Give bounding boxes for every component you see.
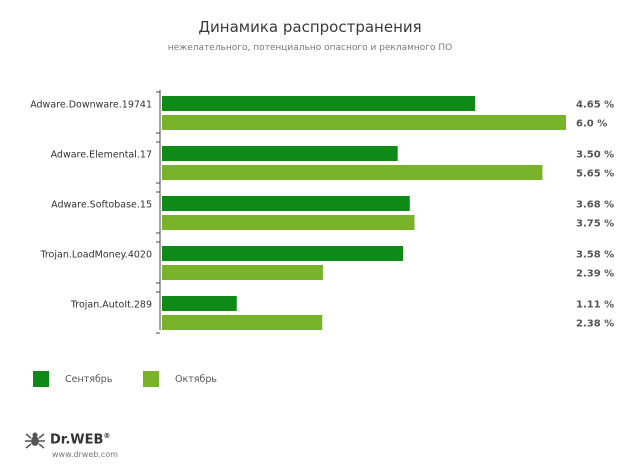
- legend-item-october: Октябрь: [143, 370, 217, 388]
- data-label: 3.58 %: [576, 250, 614, 261]
- category-label: Trojan.AutoIt.289: [70, 300, 152, 311]
- chart-subtitle: нежелательного, потенциально опасного и …: [167, 43, 453, 53]
- site-url: www.drweb.com: [52, 450, 118, 459]
- category-label: Adware.Softobase.15: [51, 200, 152, 211]
- bar-september: [162, 146, 398, 161]
- data-label: 6.0 %: [576, 119, 607, 130]
- category-label: Adware.Elemental.17: [51, 150, 152, 161]
- bar-chart: Adware.Downware.19741 4.65 % 6.0 % Adware.E…: [30, 90, 614, 334]
- category-label: Trojan.LoadMoney.4020: [39, 250, 152, 261]
- legend-label-october: Октябрь: [175, 373, 217, 385]
- data-label: 3.68 %: [576, 200, 614, 211]
- legend-swatch-october: [143, 371, 159, 387]
- category-label: Adware.Downware.19741: [30, 100, 152, 111]
- legend-label-september: Сентябрь: [65, 373, 113, 385]
- data-label: 1.11 %: [576, 300, 614, 311]
- data-label: 3.75 %: [576, 219, 614, 230]
- data-label: 2.38 %: [576, 319, 614, 330]
- brand-name: Dr.WEB®: [50, 432, 111, 448]
- data-label: 3.50 %: [576, 150, 614, 161]
- bar-october: [162, 315, 323, 330]
- bar-october: [162, 165, 543, 180]
- bar-september: [162, 246, 404, 261]
- spider-icon: [25, 432, 45, 449]
- bar-october: [162, 265, 323, 280]
- legend-swatch-september: [33, 371, 49, 387]
- bar-september: [162, 196, 410, 211]
- data-label: 2.39 %: [576, 269, 614, 280]
- bar-september: [162, 296, 237, 311]
- bar-october: [162, 215, 415, 230]
- data-label: 5.65 %: [576, 169, 614, 180]
- bar-september: [162, 96, 476, 111]
- data-label: 4.65 %: [576, 100, 614, 111]
- drweb-logo: Dr.WEB®: [24, 430, 110, 450]
- legend-item-september: Сентябрь: [33, 370, 112, 388]
- bar-october: [162, 115, 566, 130]
- chart-title: Динамика распространения: [198, 18, 422, 36]
